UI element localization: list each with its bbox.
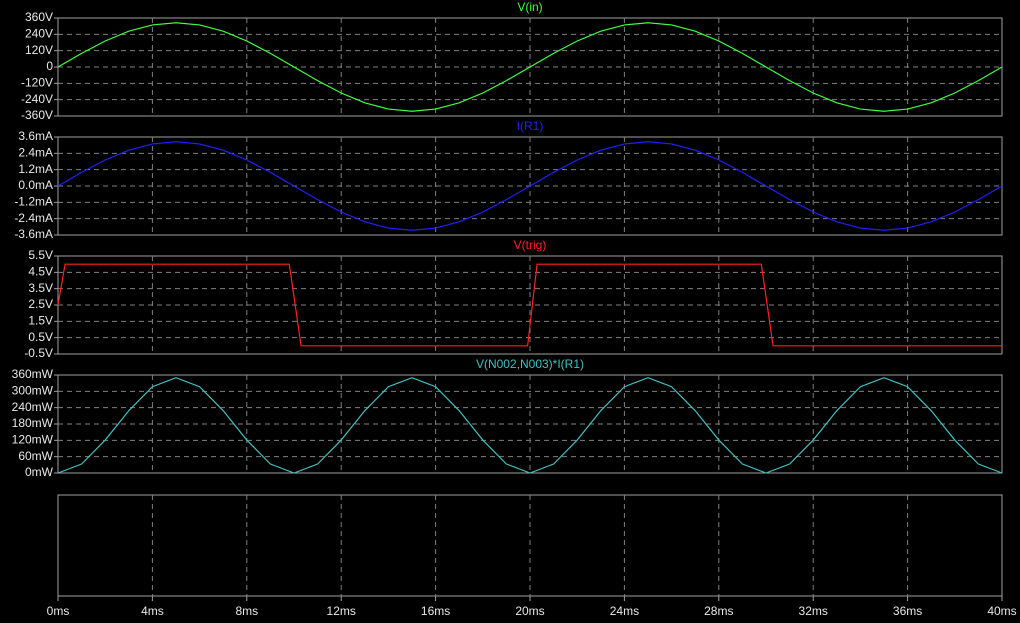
y-tick-label: 4.5V xyxy=(28,265,53,279)
x-tick-label: 8ms xyxy=(235,604,258,618)
y-tick-label: 0mW xyxy=(25,465,54,479)
x-tick-label: 0ms xyxy=(47,604,70,618)
x-tick-label: 16ms xyxy=(421,604,450,618)
y-tick-label: 300mW xyxy=(12,384,54,398)
trace-label: I(R1) xyxy=(517,119,544,133)
y-tick-label: -240V xyxy=(21,92,53,106)
y-tick-label: 360mW xyxy=(12,367,54,381)
y-tick-label: 0.5V xyxy=(28,330,53,344)
y-tick-label: 0.0mA xyxy=(18,178,53,192)
trace xyxy=(57,263,1002,347)
y-tick-label: 3.5V xyxy=(28,281,53,295)
x-tick-label: 4ms xyxy=(141,604,164,618)
y-tick-label: 60mW xyxy=(18,449,53,463)
trace-label: V(trig) xyxy=(514,238,547,252)
y-tick-label: 1.2mA xyxy=(18,162,53,176)
x-tick-label: 28ms xyxy=(704,604,733,618)
y-tick-label: 240mW xyxy=(12,400,54,414)
y-tick-label: 240V xyxy=(25,27,53,41)
trace xyxy=(57,141,1003,231)
y-tick-label: -3.6mA xyxy=(14,227,53,241)
y-tick-label: -360V xyxy=(21,108,53,122)
trace-label: V(N002,N003)*I(R1) xyxy=(476,357,584,371)
y-tick-label: -120V xyxy=(21,76,53,90)
y-tick-label: 180mW xyxy=(12,416,54,430)
trace xyxy=(57,377,1003,474)
y-tick-label: 360V xyxy=(25,10,53,24)
y-tick-label: 1.5V xyxy=(28,314,53,328)
y-tick-label: 120V xyxy=(25,43,53,57)
y-tick-label: -1.2mA xyxy=(14,195,53,209)
x-tick-label: 36ms xyxy=(893,604,922,618)
x-tick-label: 12ms xyxy=(327,604,356,618)
y-tick-label: 3.6mA xyxy=(18,129,53,143)
trace-label: V(in) xyxy=(517,0,542,14)
trace xyxy=(57,22,1003,112)
y-tick-label: 0 xyxy=(46,59,53,73)
x-tick-label: 24ms xyxy=(610,604,639,618)
x-tick-label: 40ms xyxy=(987,604,1016,618)
y-tick-label: -2.4mA xyxy=(14,211,53,225)
y-tick-label: 2.4mA xyxy=(18,146,53,160)
x-tick-label: 20ms xyxy=(515,604,544,618)
y-tick-label: 120mW xyxy=(12,433,54,447)
y-tick-label: 2.5V xyxy=(28,297,53,311)
y-tick-label: -0.5V xyxy=(24,346,53,360)
y-tick-label: 5.5V xyxy=(28,248,53,262)
x-tick-label: 32ms xyxy=(799,604,828,618)
